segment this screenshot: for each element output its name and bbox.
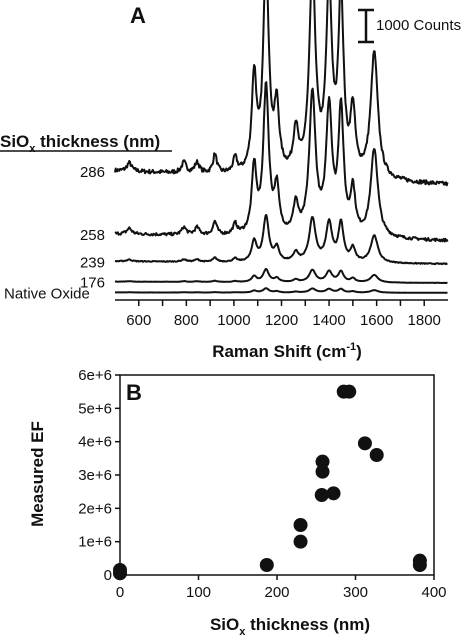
panel-b-y-tick-label: 5e+6 xyxy=(78,400,112,417)
panel-a-x-tick-label: 800 xyxy=(174,312,199,329)
panel-b-plot-frame xyxy=(119,374,435,576)
panel-a-x-tick-label: 1800 xyxy=(408,312,441,329)
panel-b-x-tick-label: 0 xyxy=(116,584,124,601)
series-label: 176 xyxy=(80,275,105,292)
scatter-point xyxy=(315,454,330,469)
panel-b-label: B xyxy=(126,380,142,405)
series-label: Native Oxide xyxy=(4,285,90,302)
scatter-point xyxy=(357,436,372,451)
panel-b-y-tick-label: 4e+6 xyxy=(78,434,112,451)
panel-a-x-ticks: 600 800 1000 1200 1400 1600 1800 xyxy=(126,300,441,329)
panel-a-x-tick-label: 1600 xyxy=(360,312,393,329)
panel-a-x-tick-label: 1200 xyxy=(265,312,298,329)
spectrum-line xyxy=(114,287,448,294)
scatter-point xyxy=(369,448,384,462)
panel-b: B 0 1e+6 2e+6 3e+6 4e+6 5e+6 6e+6 0 100 200 300 40… xyxy=(28,367,447,638)
spectrum-line xyxy=(114,268,448,284)
scatter-point xyxy=(259,558,274,572)
legend-title: SiOx thickness (nm) xyxy=(0,132,160,155)
series-label: 239 xyxy=(80,254,105,271)
series-label: 286 xyxy=(80,164,105,181)
scale-bar: 1000 Counts xyxy=(358,8,461,44)
panel-b-y-ticks: 0 1e+6 2e+6 3e+6 4e+6 5e+6 6e+6 xyxy=(78,367,120,584)
panel-b-x-ticks: 0 100 200 300 400 xyxy=(116,575,447,601)
scatter-point xyxy=(315,464,330,479)
panel-a-xlabel-main: Raman Shift (cm xyxy=(212,342,346,361)
legend-title-sub: x xyxy=(29,143,36,155)
panel-b-x-tick-label: 300 xyxy=(343,584,368,601)
panel-b-y-tick-label: 0 xyxy=(104,567,112,584)
panel-a-xlabel: Raman Shift (cm-1) xyxy=(212,341,362,361)
panel-b-xlabel: SiOx thickness (nm) xyxy=(210,615,370,638)
panel-a-label: A xyxy=(130,3,146,28)
panel-a: A 1000 Counts SiOx thickness (nm) 286 258… xyxy=(0,0,461,361)
legend-title-main: SiO xyxy=(0,132,29,151)
scatter-point xyxy=(113,563,127,577)
scatter-point xyxy=(293,518,308,532)
scatter-point xyxy=(342,384,357,399)
series-label: 258 xyxy=(80,227,105,244)
panel-b-y-tick-label: 3e+6 xyxy=(78,467,112,484)
panel-b-xlabel-sub: x xyxy=(239,626,246,638)
panel-b-x-tick-label: 400 xyxy=(421,584,446,601)
panel-a-xlabel-end: ) xyxy=(356,342,362,361)
panel-b-y-tick-label: 1e+6 xyxy=(78,534,112,551)
panel-a-xlabel-sup: -1 xyxy=(346,341,356,353)
panel-a-x-tick-label: 1000 xyxy=(217,312,250,329)
scatter-point xyxy=(293,534,308,549)
panel-b-xlabel-end: thickness (nm) xyxy=(245,615,370,634)
panel-b-y-tick-label: 6e+6 xyxy=(78,367,112,384)
panel-b-xlabel-main: SiO xyxy=(210,615,239,634)
legend-title-end: thickness (nm) xyxy=(35,132,160,151)
panel-b-points xyxy=(113,384,427,581)
panel-a-x-tick-label: 600 xyxy=(126,312,151,329)
panel-a-x-tick-label: 1400 xyxy=(312,312,345,329)
panel-b-y-tick-label: 2e+6 xyxy=(78,500,112,517)
spectrum-line xyxy=(114,0,449,187)
panel-b-x-tick-label: 100 xyxy=(186,584,211,601)
spectra xyxy=(114,0,449,294)
spectrum-line xyxy=(114,81,449,243)
scatter-point xyxy=(326,486,341,501)
scale-bar-label: 1000 Counts xyxy=(376,17,461,34)
panel-b-ylabel: Measured EF xyxy=(28,421,47,527)
scatter-point xyxy=(314,488,329,502)
scatter-point xyxy=(412,553,427,568)
panel-b-x-tick-label: 200 xyxy=(264,584,289,601)
spectrum-line xyxy=(114,214,448,266)
